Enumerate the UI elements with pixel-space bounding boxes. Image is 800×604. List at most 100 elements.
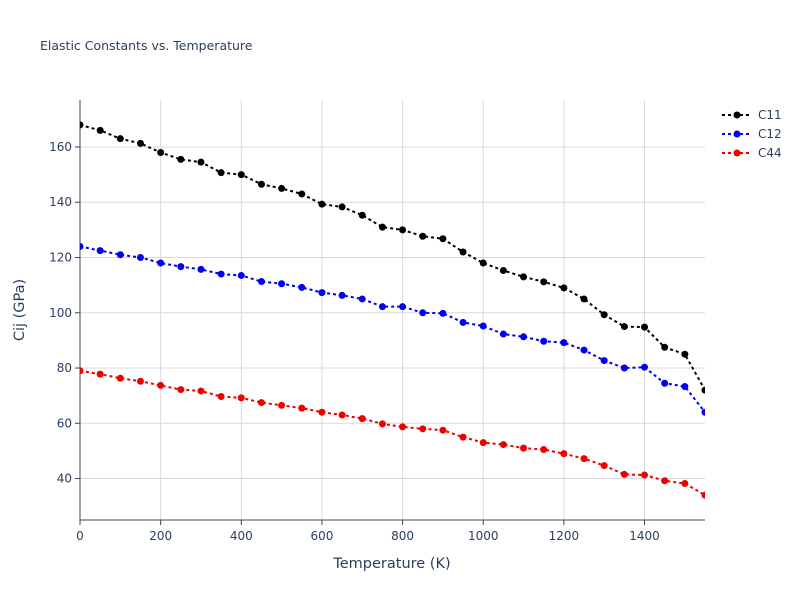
data-point[interactable] [257,278,265,286]
data-point[interactable] [197,265,205,273]
data-point[interactable] [681,350,689,358]
data-point[interactable] [499,266,507,274]
data-point[interactable] [459,318,467,326]
data-point[interactable] [641,323,649,331]
data-point[interactable] [278,184,286,192]
data-point[interactable] [419,425,427,433]
data-point[interactable] [77,121,84,129]
data-point[interactable] [439,235,447,243]
data-point[interactable] [681,480,689,488]
data-point[interactable] [661,379,669,387]
data-point[interactable] [580,455,588,463]
data-point[interactable] [318,200,326,208]
data-point[interactable] [479,259,487,267]
data-point[interactable] [378,303,386,311]
data-point[interactable] [479,439,487,447]
data-point[interactable] [237,271,245,279]
data-point[interactable] [197,387,205,395]
data-point[interactable] [560,450,568,458]
data-point[interactable] [318,408,326,416]
data-point[interactable] [661,343,669,351]
data-point[interactable] [217,169,225,177]
data-point[interactable] [620,364,628,372]
data-point[interactable] [96,370,104,378]
data-point[interactable] [701,408,709,416]
data-point[interactable] [298,190,306,198]
data-point[interactable] [338,411,346,419]
data-point[interactable] [600,311,608,319]
data-point[interactable] [358,295,366,303]
data-point[interactable] [620,470,628,478]
data-point[interactable] [358,211,366,219]
data-point[interactable] [136,139,144,147]
data-point[interactable] [338,203,346,211]
data-point[interactable] [278,280,286,288]
data-point[interactable] [177,386,185,394]
data-point[interactable] [540,446,548,454]
data-point[interactable] [257,399,265,407]
data-point[interactable] [338,291,346,299]
data-point[interactable] [278,401,286,409]
data-point[interactable] [620,323,628,331]
legend[interactable]: C11 C12 C44 [722,108,782,160]
data-point[interactable] [197,158,205,166]
data-point[interactable] [419,232,427,240]
data-point[interactable] [540,278,548,286]
data-point[interactable] [540,337,548,345]
data-point[interactable] [701,386,709,394]
data-point[interactable] [580,295,588,303]
data-point[interactable] [136,254,144,261]
data-point[interactable] [399,303,407,311]
data-point[interactable] [378,223,386,231]
data-point[interactable] [520,444,528,452]
data-point[interactable] [701,491,709,499]
legend-item-c12[interactable]: C12 [722,127,782,141]
data-point[interactable] [419,309,427,317]
data-point[interactable] [318,289,326,297]
data-point[interactable] [177,155,185,163]
data-point[interactable] [157,381,165,389]
data-point[interactable] [560,284,568,292]
data-point[interactable] [96,247,104,255]
data-point[interactable] [681,383,689,391]
data-point[interactable] [136,377,144,385]
data-point[interactable] [459,433,467,441]
data-point[interactable] [399,226,407,234]
data-point[interactable] [77,367,84,375]
data-point[interactable] [439,309,447,317]
legend-item-c11[interactable]: C11 [722,108,782,122]
data-point[interactable] [96,126,104,134]
data-point[interactable] [560,339,568,347]
data-point[interactable] [217,392,225,400]
data-point[interactable] [479,322,487,330]
data-point[interactable] [580,346,588,354]
data-point[interactable] [116,374,124,382]
data-point[interactable] [116,251,124,259]
data-point[interactable] [499,441,507,449]
data-point[interactable] [520,333,528,341]
data-point[interactable] [237,171,245,179]
data-point[interactable] [177,263,185,271]
data-point[interactable] [157,149,165,156]
data-point[interactable] [399,423,407,431]
data-point[interactable] [600,357,608,365]
data-point[interactable] [217,270,225,278]
data-point[interactable] [378,420,386,428]
data-point[interactable] [600,462,608,470]
data-point[interactable] [257,180,265,188]
data-point[interactable] [459,248,467,256]
legend-item-c44[interactable]: C44 [722,146,782,160]
data-point[interactable] [298,404,306,412]
data-point[interactable] [298,283,306,291]
data-point[interactable] [439,426,447,434]
data-point[interactable] [641,363,649,371]
data-point[interactable] [661,477,669,485]
data-point[interactable] [358,415,366,423]
data-point[interactable] [520,273,528,281]
data-point[interactable] [499,330,507,338]
data-point[interactable] [157,259,165,267]
data-point[interactable] [77,242,84,250]
data-point[interactable] [237,394,245,402]
data-point[interactable] [641,471,649,479]
data-point[interactable] [116,135,124,143]
